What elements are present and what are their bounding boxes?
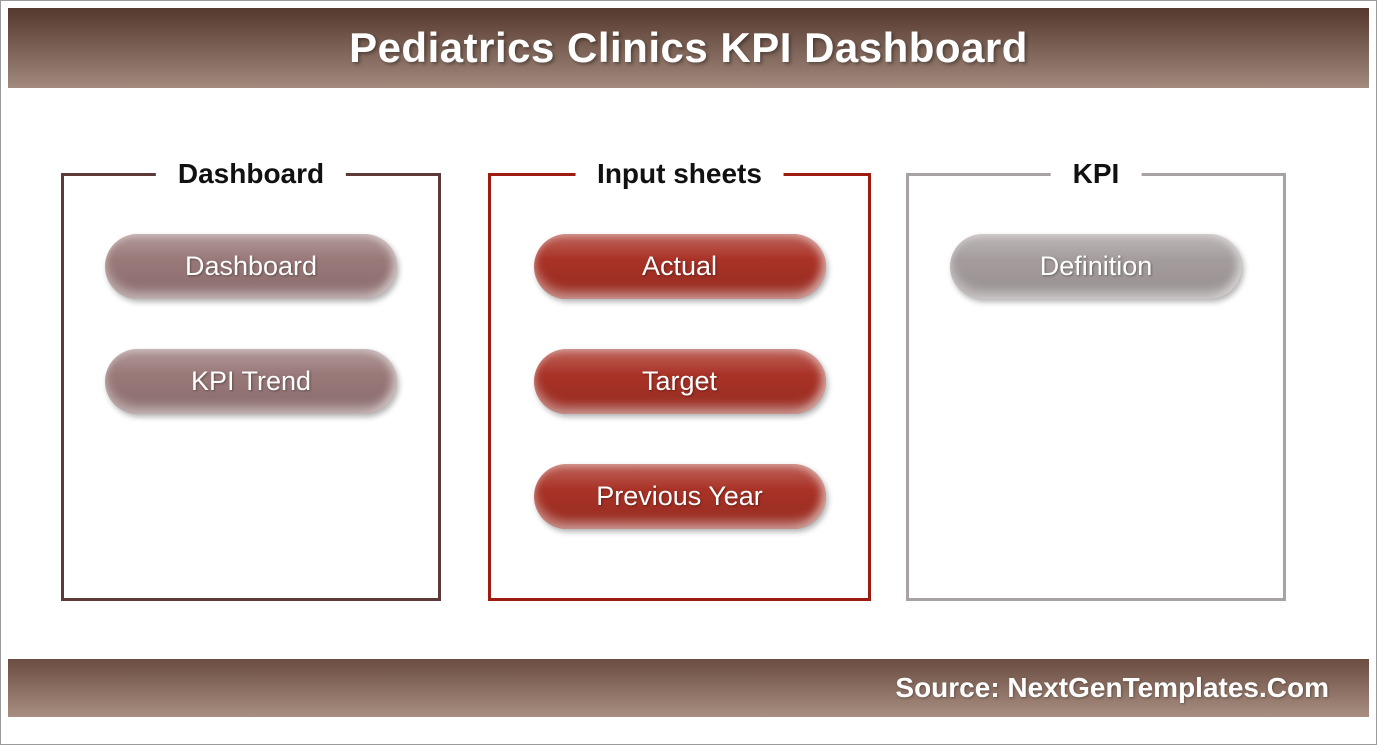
definition-button[interactable]: Definition <box>950 234 1242 299</box>
panel-dashboard-buttons: Dashboard KPI Trend <box>64 176 438 414</box>
header-bar: Pediatrics Clinics KPI Dashboard <box>8 8 1369 88</box>
page-title: Pediatrics Clinics KPI Dashboard <box>349 24 1028 71</box>
panel-kpi: KPI Definition <box>906 157 1286 601</box>
panel-input-sheets-buttons: Actual Target Previous Year <box>491 176 868 529</box>
source-credit: Source: NextGenTemplates.Com <box>895 672 1329 703</box>
panel-dashboard: Dashboard Dashboard KPI Trend <box>61 157 441 601</box>
kpi-trend-button[interactable]: KPI Trend <box>105 349 397 414</box>
panel-input-sheets: Input sheets Actual Target Previous Year <box>488 157 871 601</box>
previous-year-button[interactable]: Previous Year <box>533 464 826 529</box>
panel-input-sheets-title: Input sheets <box>575 157 784 191</box>
dashboard-button[interactable]: Dashboard <box>105 234 397 299</box>
actual-button[interactable]: Actual <box>533 234 826 299</box>
panel-kpi-title: KPI <box>1050 157 1142 191</box>
footer-bar: Source: NextGenTemplates.Com <box>8 659 1369 717</box>
panel-dashboard-title: Dashboard <box>155 157 347 191</box>
panel-kpi-buttons: Definition <box>909 176 1283 299</box>
target-button[interactable]: Target <box>533 349 826 414</box>
